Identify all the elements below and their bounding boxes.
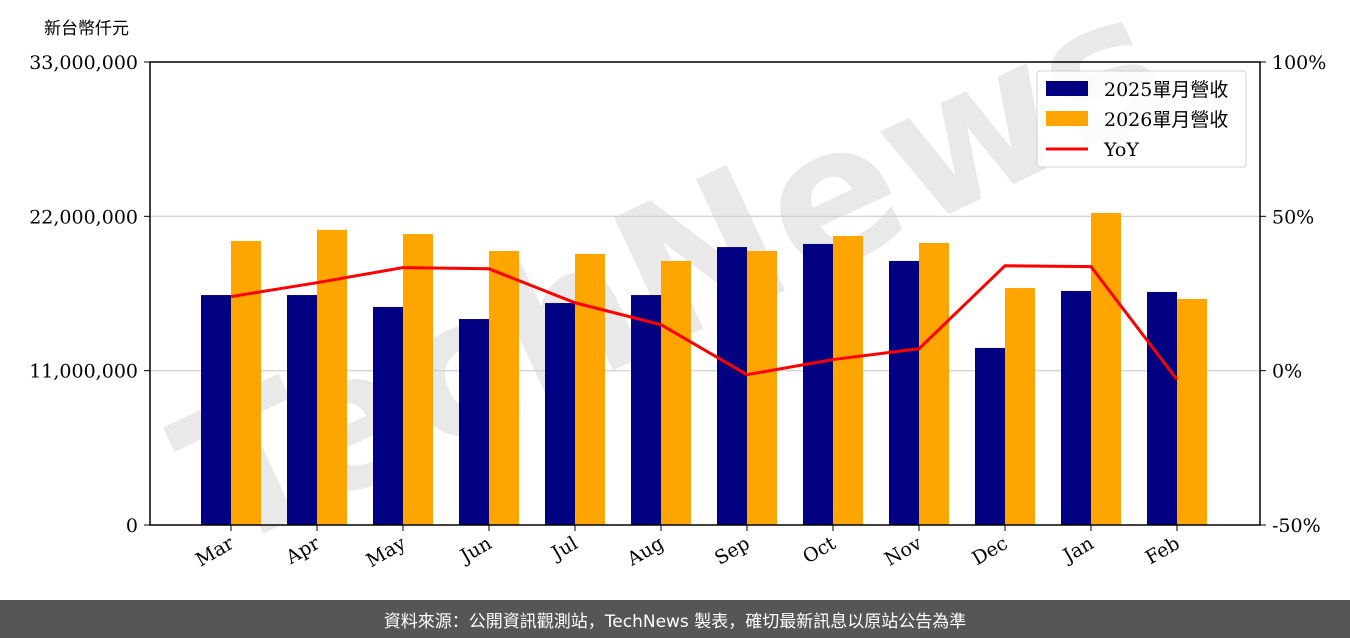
legend-swatch — [1046, 111, 1088, 126]
y2-tick-label: -50% — [1272, 515, 1321, 537]
y2-tick-label: 0% — [1272, 361, 1302, 383]
bar-2026 — [403, 234, 433, 525]
bar-2026 — [575, 253, 605, 525]
bar-2025 — [373, 306, 403, 525]
bar-2026 — [489, 250, 519, 526]
bar-2026 — [747, 250, 777, 526]
revenue-chart: TechNews011,000,00022,000,00033,000,000-… — [29, 0, 1326, 594]
y2-tick-label: 100% — [1272, 52, 1326, 74]
x-tick-label: Nov — [881, 532, 926, 571]
bar-2025 — [1147, 291, 1177, 525]
bar-2025 — [717, 247, 747, 525]
legend-label: 2025單月營收 — [1104, 79, 1228, 101]
legend-box — [1036, 70, 1247, 168]
y-axis-unit-label: 新台幣仟元 — [44, 19, 129, 39]
x-tick-label: Aug — [623, 532, 668, 571]
yoy-line — [230, 264, 1179, 381]
bar-2026 — [919, 242, 949, 525]
y-tick-label: 33,000,000 — [29, 52, 138, 74]
bar-2025 — [201, 295, 231, 525]
bar-2026 — [1091, 212, 1121, 525]
bar-2025 — [545, 303, 575, 525]
bar-2026 — [833, 235, 863, 525]
bar-2026 — [1177, 298, 1207, 525]
legend-label: 2026單月營收 — [1104, 109, 1228, 131]
bar-2025 — [803, 243, 833, 526]
bar-2026 — [231, 241, 261, 525]
x-tick-label: Dec — [968, 532, 1011, 570]
x-tick-label: May — [363, 532, 410, 572]
x-tick-label: Jul — [546, 532, 581, 565]
bar-2025 — [287, 295, 317, 525]
y-tick-label: 11,000,000 — [29, 361, 138, 383]
x-tick-label: Sep — [711, 532, 754, 569]
y2-tick-label: 50% — [1272, 206, 1314, 228]
x-tick-label: Feb — [1142, 532, 1184, 569]
y-tick-label: 22,000,000 — [29, 206, 138, 228]
x-tick-label: Jan — [1058, 532, 1098, 568]
legend-label: YoY — [1103, 139, 1139, 161]
bar-2025 — [631, 295, 661, 525]
bar-2025 — [1061, 290, 1091, 525]
plot-frame — [149, 61, 1261, 526]
bar-2025 — [975, 347, 1005, 525]
bar-2026 — [317, 229, 347, 525]
y-tick-label: 0 — [126, 515, 138, 537]
bar-2025 — [889, 260, 919, 525]
bar-2026 — [661, 260, 691, 525]
x-tick-label: Jun — [455, 532, 496, 568]
x-tick-label: Oct — [799, 532, 840, 568]
bar-2025 — [459, 319, 489, 525]
legend-swatch — [1046, 81, 1088, 96]
bar-2026 — [1005, 288, 1035, 525]
source-footer: 資料來源：公開資訊觀測站，TechNews 製表，確切最新訊息以原站公告為準 — [0, 600, 1350, 638]
